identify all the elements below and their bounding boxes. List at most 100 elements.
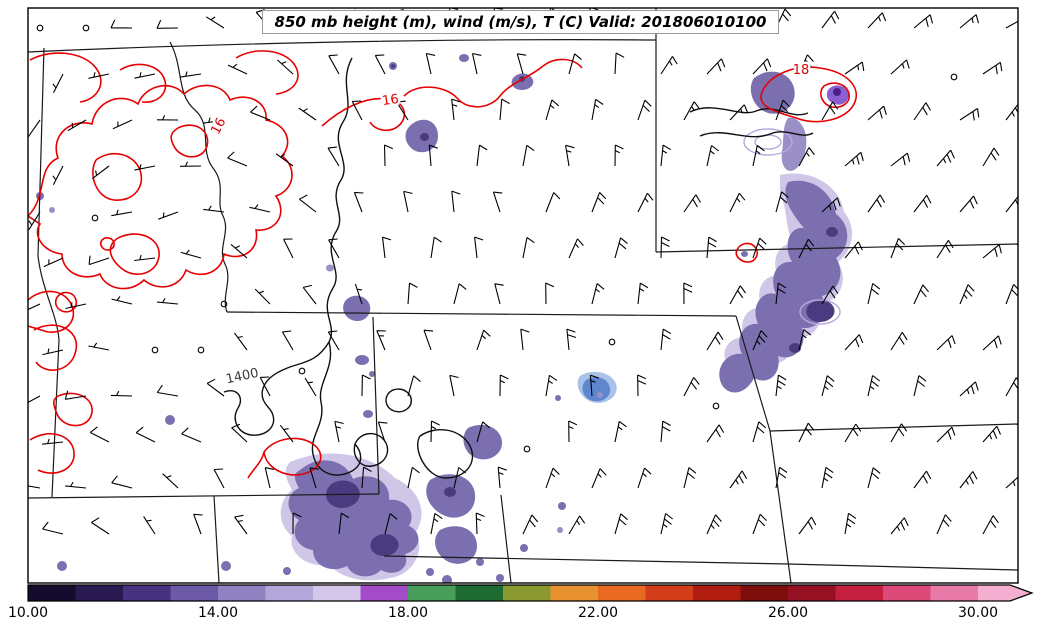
- wind-barb: [752, 237, 767, 259]
- wind-barb: [156, 19, 179, 29]
- state-border: [226, 311, 737, 317]
- wind-barb: [28, 481, 41, 489]
- wind-barb: [110, 390, 133, 397]
- wind-barb: [494, 283, 504, 305]
- temperature-contour: [99, 237, 115, 251]
- wind-barb: [752, 421, 766, 443]
- wind-barb: [475, 512, 485, 535]
- wind-barb: [867, 194, 886, 213]
- wind-barb: [706, 331, 724, 351]
- wind-barb: [1005, 284, 1018, 305]
- wind-barb: [111, 475, 133, 489]
- colorbar-segment: [693, 585, 741, 601]
- wind-barb: [250, 105, 271, 121]
- wind-barb: [752, 513, 767, 535]
- wind-barb: [162, 473, 179, 489]
- wind-barb: [451, 190, 461, 213]
- wind-barb: [28, 303, 41, 311]
- wind-barb: [614, 237, 628, 259]
- wind-barb: [449, 374, 459, 397]
- height-contour: [689, 107, 809, 116]
- colorbar-tick-label: 26.00: [768, 605, 808, 621]
- wind-barb: [706, 58, 726, 75]
- wind-barb: [890, 238, 906, 259]
- wind-barb: [913, 102, 931, 121]
- wind-barb: [377, 421, 388, 443]
- wind-barb: [522, 236, 535, 259]
- shaded-region: [420, 133, 429, 141]
- height-contour: [385, 388, 412, 413]
- wind-barb: [354, 283, 363, 305]
- wind-barb: [752, 330, 768, 351]
- shaded-region: [750, 71, 795, 114]
- wind-barb: [867, 12, 887, 29]
- shaded-dot: [283, 567, 291, 575]
- wind-barb: [351, 100, 363, 121]
- wind-barb: [867, 105, 887, 121]
- wind-barb: [936, 149, 955, 167]
- wind-barb: [353, 191, 364, 213]
- wind-barb: [890, 423, 908, 443]
- wind-barb: [982, 425, 1002, 443]
- wind-barb: [660, 56, 678, 75]
- shaded-region: [459, 54, 469, 62]
- calm-wind-circle: [220, 300, 228, 308]
- colorbar-segment: [740, 585, 789, 601]
- wind-barb: [752, 58, 772, 75]
- wind-barb: [936, 335, 956, 351]
- wind-barb: [52, 73, 64, 93]
- state-border: [28, 39, 657, 53]
- colorbar-segment: [170, 585, 219, 601]
- wind-barb: [637, 374, 647, 397]
- temperature-contour: [28, 290, 75, 333]
- colorbar-segment: [883, 585, 931, 601]
- calm-wind-circle: [239, 368, 247, 376]
- wind-barb: [729, 470, 748, 489]
- wind-barb: [614, 420, 627, 443]
- wind-barb: [522, 514, 539, 535]
- colorbar-segment: [218, 585, 266, 601]
- wind-barb: [451, 98, 461, 121]
- temperature-contour: [29, 432, 75, 474]
- temperature-contour: [92, 152, 143, 201]
- temperature-contour: [403, 58, 583, 108]
- wind-barb: [88, 255, 110, 266]
- wind-barb: [279, 424, 294, 443]
- wind-barb: [683, 377, 700, 397]
- wind-barb: [821, 285, 839, 305]
- wind-barb: [637, 192, 654, 213]
- wind-barb: [143, 516, 156, 535]
- calm-wind-circle: [298, 367, 306, 375]
- wind-barb: [425, 52, 436, 75]
- shaded-region: [826, 227, 838, 237]
- shaded-regions: [36, 54, 852, 583]
- shaded-dot: [597, 392, 603, 398]
- wind-barb: [798, 516, 817, 535]
- calm-wind-circle: [82, 24, 90, 32]
- height-contours: [223, 57, 814, 479]
- shaded-dot: [442, 575, 452, 583]
- wind-barb: [381, 236, 392, 259]
- wind-barb: [568, 53, 582, 75]
- plot-title: 850 mb height (m), wind (m/s), T (C) Val…: [261, 10, 780, 34]
- wind-barb: [42, 521, 64, 535]
- wind-barb: [230, 243, 248, 259]
- wind-barb: [729, 285, 746, 305]
- height-contour: [223, 57, 353, 436]
- wind-barb: [683, 282, 693, 305]
- wind-barb: [522, 144, 535, 167]
- wind-barb: [589, 374, 599, 397]
- wind-barb: [43, 257, 64, 268]
- shaded-region: [789, 343, 801, 353]
- wind-barb: [134, 72, 156, 79]
- wind-barb: [844, 241, 863, 259]
- wind-barb: [384, 513, 398, 535]
- wind-barb: [64, 390, 87, 400]
- wind-barb: [890, 332, 908, 351]
- wind-barb: [1005, 103, 1018, 121]
- wind-barb: [156, 115, 179, 121]
- wind-barb: [28, 395, 41, 404]
- wind-barb: [844, 423, 862, 443]
- wind-barb: [42, 348, 64, 356]
- wind-barb: [982, 147, 1000, 167]
